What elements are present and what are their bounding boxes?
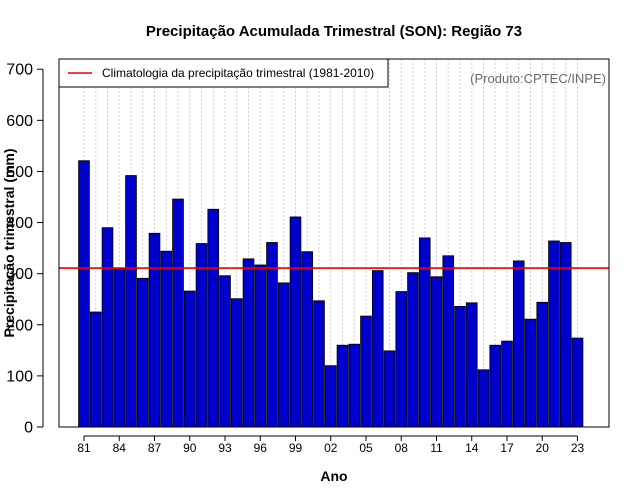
x-tick-label-90: 90	[183, 441, 197, 455]
y-tick-label-700: 700	[6, 62, 33, 79]
bar-2010	[418, 237, 431, 428]
bar-2002	[324, 365, 337, 428]
bar-1981	[78, 160, 90, 428]
x-tick-label-96: 96	[254, 441, 268, 455]
bar-2007	[383, 350, 396, 428]
bar-1983	[101, 227, 114, 428]
y-tick-label-200: 200	[6, 317, 33, 334]
x-tick-label-08: 08	[395, 441, 409, 455]
bar-2006	[371, 270, 384, 428]
bar-2015	[477, 369, 490, 428]
bar-2012	[442, 255, 455, 428]
bar-2023	[571, 337, 584, 428]
x-axis: 81 84 87 90 93 96 99 02 05 08 11 14 17 20 23	[77, 435, 585, 455]
x-tick-label-02: 02	[324, 441, 338, 455]
y-axis: 0 100 200 300 400 500 600 700	[6, 62, 44, 437]
bar-1985	[125, 175, 137, 428]
bar-1997	[266, 242, 278, 428]
y-tick-label-500: 500	[6, 164, 33, 181]
bar-2014	[465, 302, 478, 428]
bar-series	[78, 160, 584, 428]
bar-1982	[89, 311, 102, 428]
x-tick-label-99: 99	[289, 441, 303, 455]
bar-2003	[336, 344, 349, 428]
bar-1988	[160, 250, 173, 428]
x-tick-label-93: 93	[218, 441, 232, 455]
bar-2004	[348, 343, 361, 428]
bar-2021	[548, 240, 560, 428]
bar-1996	[254, 264, 267, 428]
bar-1991	[195, 243, 208, 428]
bar-2011	[430, 276, 443, 428]
bar-1992	[207, 208, 220, 428]
bar-2008	[395, 291, 408, 428]
y-tick-label-300: 300	[6, 266, 33, 283]
x-tick-label-20: 20	[536, 441, 550, 455]
bar-2016	[489, 344, 502, 428]
bar-2018	[512, 260, 525, 428]
bar-1995	[242, 258, 255, 428]
x-tick-label-17: 17	[500, 441, 514, 455]
x-tick-label-14: 14	[465, 441, 479, 455]
bar-1999	[289, 216, 302, 428]
x-tick-label-11: 11	[430, 441, 443, 455]
x-axis-label: Ano	[320, 468, 347, 484]
bar-2009	[407, 272, 419, 428]
bar-2017	[501, 340, 513, 428]
bar-1990	[183, 290, 196, 428]
bar-2005	[360, 315, 372, 428]
legend-box	[58, 58, 389, 88]
y-axis-label: Precipitação trimestral (mm)	[1, 148, 17, 337]
bar-1987	[148, 232, 161, 428]
legend: Climatologia da precipitação trimestral …	[58, 58, 389, 88]
bar-2022	[559, 242, 572, 428]
y-tick-label-0: 0	[24, 420, 33, 437]
bar-2020	[536, 301, 549, 428]
source-note: (Produto:CPTEC/INPE)	[470, 71, 606, 86]
legend-label: Climatologia da precipitação trimestral …	[102, 66, 374, 80]
x-tick-label-84: 84	[113, 441, 127, 455]
chart-title: Precipitação Acumulada Trimestral (SON):…	[146, 23, 522, 40]
x-tick-label-81: 81	[77, 441, 91, 455]
x-tick-label-05: 05	[359, 441, 373, 455]
y-tick-label-100: 100	[6, 368, 33, 385]
bar-2019	[524, 318, 537, 428]
bar-1998	[277, 282, 290, 428]
bar-1986	[136, 277, 149, 428]
x-tick-label-87: 87	[148, 441, 162, 455]
y-tick-label-400: 400	[6, 215, 33, 232]
y-tick-label-600: 600	[6, 113, 33, 130]
bar-2013	[454, 305, 466, 428]
bar-1994	[230, 298, 243, 428]
x-tick-label-23: 23	[571, 441, 585, 455]
bar-2000	[301, 251, 314, 428]
bar-2001	[313, 300, 325, 428]
bar-1984	[113, 267, 126, 428]
bar-1989	[172, 198, 184, 428]
bar-1993	[219, 275, 231, 428]
